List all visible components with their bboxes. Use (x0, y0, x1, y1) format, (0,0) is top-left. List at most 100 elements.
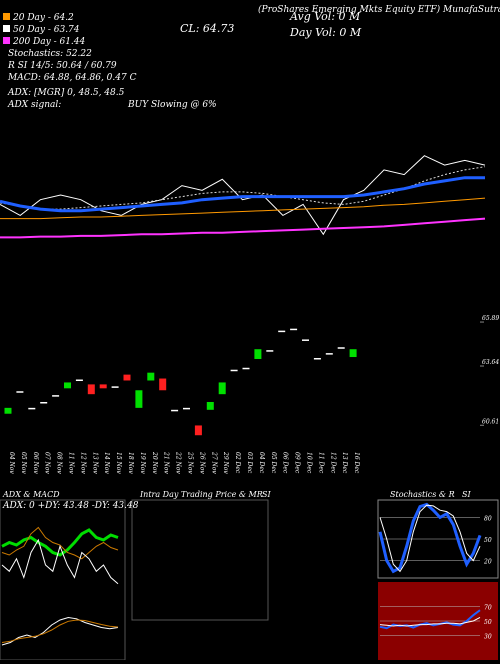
candle (99, 384, 107, 389)
candle (313, 358, 321, 360)
x-tick-label: 09 Dec (294, 452, 301, 474)
x-tick-label: 22 Nov (175, 451, 182, 474)
stat: ADX signal: (7, 100, 61, 110)
y-tick-label: 80 (484, 515, 492, 522)
y-tick-label: 60.61 (482, 418, 499, 425)
x-tick-label: 06 Nov (32, 452, 39, 474)
candle (242, 367, 250, 370)
x-tick-label: 25 Nov (187, 451, 194, 474)
panel-title: SI (462, 490, 471, 499)
panel-title: Intra Day Trading Price & MR (139, 490, 263, 499)
x-tick-label: 11 Nov (68, 452, 75, 474)
candle (52, 395, 60, 397)
series-line (379, 504, 481, 573)
x-tick-label: 06 Dec (282, 452, 289, 474)
x-tick-label: 29 Nov (222, 451, 229, 474)
panel-title: Stochastics & R (390, 490, 455, 499)
series-line (0, 197, 486, 220)
y-tick-label: 20 (483, 559, 492, 566)
x-tick-label: 11 Dec (317, 452, 324, 474)
x-tick-label: 03 Dec (246, 452, 253, 474)
panel-values: ADX: 0 +DY: 43.48 -DY: 43.48 (2, 501, 139, 511)
x-tick-label: 18 Nov (127, 452, 134, 474)
x-tick-label: 08 Nov (56, 452, 63, 474)
candle (183, 407, 190, 410)
chart-title: (ProShares Emerging Mkts Equity ETF) Mun… (258, 4, 500, 15)
legend-text: 200 Day - 61.44 (12, 37, 86, 47)
candle (28, 407, 36, 410)
x-tick-label: 12 Nov (79, 452, 86, 474)
x-tick-label: 20 Nov (151, 451, 158, 474)
y-tick-label: 70 (484, 605, 492, 612)
candle (87, 384, 95, 395)
x-tick-label: 13 Dec (341, 452, 348, 474)
x-tick-label: 04 Dec (258, 452, 265, 474)
panel-frame (131, 499, 269, 621)
close-price: CL: 64.73 (180, 22, 234, 35)
candle (290, 328, 298, 331)
legend-swatch (3, 13, 10, 20)
y-tick-label: 50 (484, 619, 492, 626)
candle (218, 382, 226, 395)
stat: Stochastics: 52.22 (8, 49, 92, 59)
x-tick-label: 05 Nov (20, 452, 27, 474)
legend-swatch (3, 25, 10, 32)
candle (254, 349, 262, 359)
series-line (1, 616, 119, 646)
candle (337, 347, 345, 349)
x-tick-label: 05 Dec (270, 452, 277, 474)
stat: BUY Slowing @ 6% (127, 100, 217, 110)
candle (302, 339, 309, 341)
x-tick-label: 21 Nov (163, 451, 170, 474)
stat: ADX: [MGR] 0, 48.5, 48.5 (7, 88, 125, 98)
series-line (0, 155, 486, 236)
x-tick-label: 27 Nov (210, 451, 217, 474)
candle (159, 378, 167, 391)
candle (135, 390, 143, 408)
legend-swatch (3, 37, 10, 44)
legend-text: 50 Day - 63.74 (13, 25, 80, 35)
series-line (1, 538, 119, 585)
x-tick-label: 07 Nov (44, 452, 51, 474)
candle (75, 379, 83, 382)
candle (111, 386, 119, 388)
y-tick-label: 50 (484, 537, 492, 544)
y-tick-label: 63.64 (482, 359, 499, 366)
x-tick-label: 13 Nov (91, 452, 98, 474)
x-tick-label: 16 Dec (353, 452, 360, 474)
candle (123, 374, 131, 381)
candle (349, 349, 357, 358)
x-tick-label: 02 Dec (234, 452, 241, 474)
avg-volume: Avg Vol: 0 M (289, 10, 361, 23)
candle (171, 409, 179, 412)
x-tick-label: 10 Dec (306, 452, 313, 474)
candle (4, 407, 12, 414)
y-tick-label: 65.89 (482, 315, 499, 322)
series-line (1, 619, 119, 643)
candle (194, 425, 202, 436)
candle (206, 401, 214, 410)
candle (16, 391, 24, 393)
panel-title: ADX & MACD (2, 490, 60, 499)
candle (278, 330, 286, 333)
candle (230, 369, 238, 372)
candle (64, 382, 71, 389)
stat: R SI 14/5: 50.64 / 60.79 (7, 61, 117, 71)
series-line (1, 528, 119, 557)
x-tick-label: 26 Nov (198, 451, 205, 474)
candle (325, 353, 333, 355)
panel-title: SI (262, 490, 271, 499)
x-tick-label: 12 Dec (329, 452, 336, 474)
x-tick-label: 15 Nov (115, 452, 122, 474)
y-tick-label: 30 (484, 633, 492, 640)
x-tick-label: 19 Nov (139, 452, 146, 474)
series-line (378, 502, 482, 574)
x-tick-label: 04 Nov (8, 452, 15, 474)
stat: MACD: 64.88, 64.86, 0.47 C (7, 73, 137, 83)
series-line (0, 217, 486, 239)
candle (40, 401, 48, 404)
legend-text: 20 Day - 64.2 (12, 13, 74, 23)
series-line (379, 616, 481, 627)
day-volume: Day Vol: 0 M (289, 26, 362, 39)
